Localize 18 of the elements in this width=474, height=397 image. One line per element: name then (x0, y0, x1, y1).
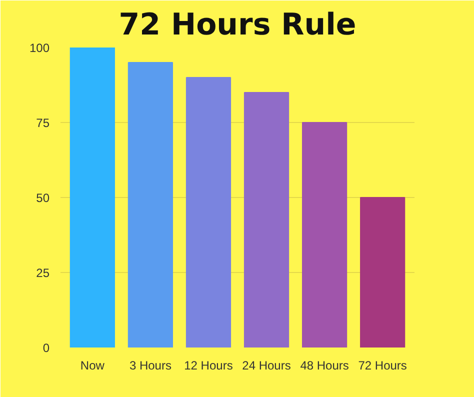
bar (244, 92, 290, 348)
bar (128, 62, 174, 348)
bar (360, 197, 406, 348)
x-tick-label: Now (80, 358, 105, 372)
chart-title: 72 Hours Rule (118, 8, 356, 42)
bar (302, 122, 348, 348)
y-tick-label: 50 (36, 191, 50, 205)
bar (70, 48, 115, 348)
x-tick-label: 3 Hours (129, 358, 172, 372)
x-tick-label: 72 Hours (358, 358, 407, 372)
y-tick-label: 75 (36, 116, 50, 130)
x-tick-label: 48 Hours (300, 358, 349, 372)
y-tick-label: 0 (42, 341, 50, 355)
y-tick-label: 100 (29, 41, 50, 55)
x-tick-label: 24 Hours (242, 358, 291, 372)
x-tick-label: 12 Hours (184, 358, 233, 372)
bar (186, 77, 232, 348)
y-tick-label: 25 (36, 266, 50, 280)
